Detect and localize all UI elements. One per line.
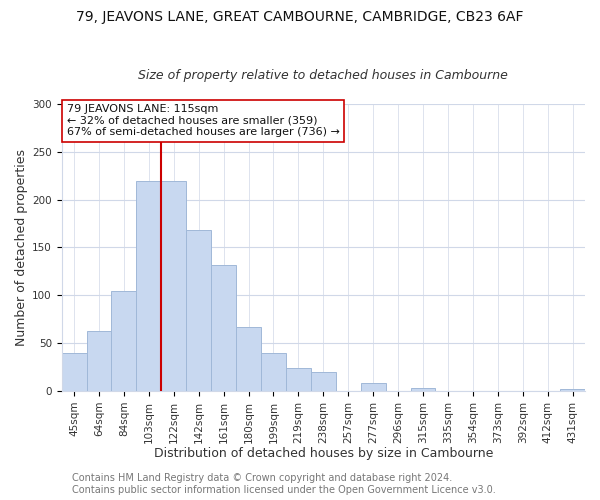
Bar [112, 292, 136, 391]
Bar [86, 330, 112, 391]
Bar [236, 327, 261, 391]
Bar [410, 388, 436, 391]
Bar [62, 352, 86, 391]
Bar [186, 230, 211, 391]
Bar [311, 372, 336, 391]
Bar [286, 368, 311, 391]
Bar [211, 264, 236, 391]
Bar [136, 180, 161, 391]
Y-axis label: Number of detached properties: Number of detached properties [15, 149, 28, 346]
X-axis label: Distribution of detached houses by size in Cambourne: Distribution of detached houses by size … [154, 447, 493, 460]
Bar [161, 180, 186, 391]
Title: Size of property relative to detached houses in Cambourne: Size of property relative to detached ho… [139, 69, 508, 82]
Bar [361, 384, 386, 391]
Text: Contains HM Land Registry data © Crown copyright and database right 2024.
Contai: Contains HM Land Registry data © Crown c… [72, 474, 496, 495]
Text: 79 JEAVONS LANE: 115sqm
← 32% of detached houses are smaller (359)
67% of semi-d: 79 JEAVONS LANE: 115sqm ← 32% of detache… [67, 104, 340, 137]
Bar [560, 389, 585, 391]
Bar [261, 352, 286, 391]
Text: 79, JEAVONS LANE, GREAT CAMBOURNE, CAMBRIDGE, CB23 6AF: 79, JEAVONS LANE, GREAT CAMBOURNE, CAMBR… [76, 10, 524, 24]
